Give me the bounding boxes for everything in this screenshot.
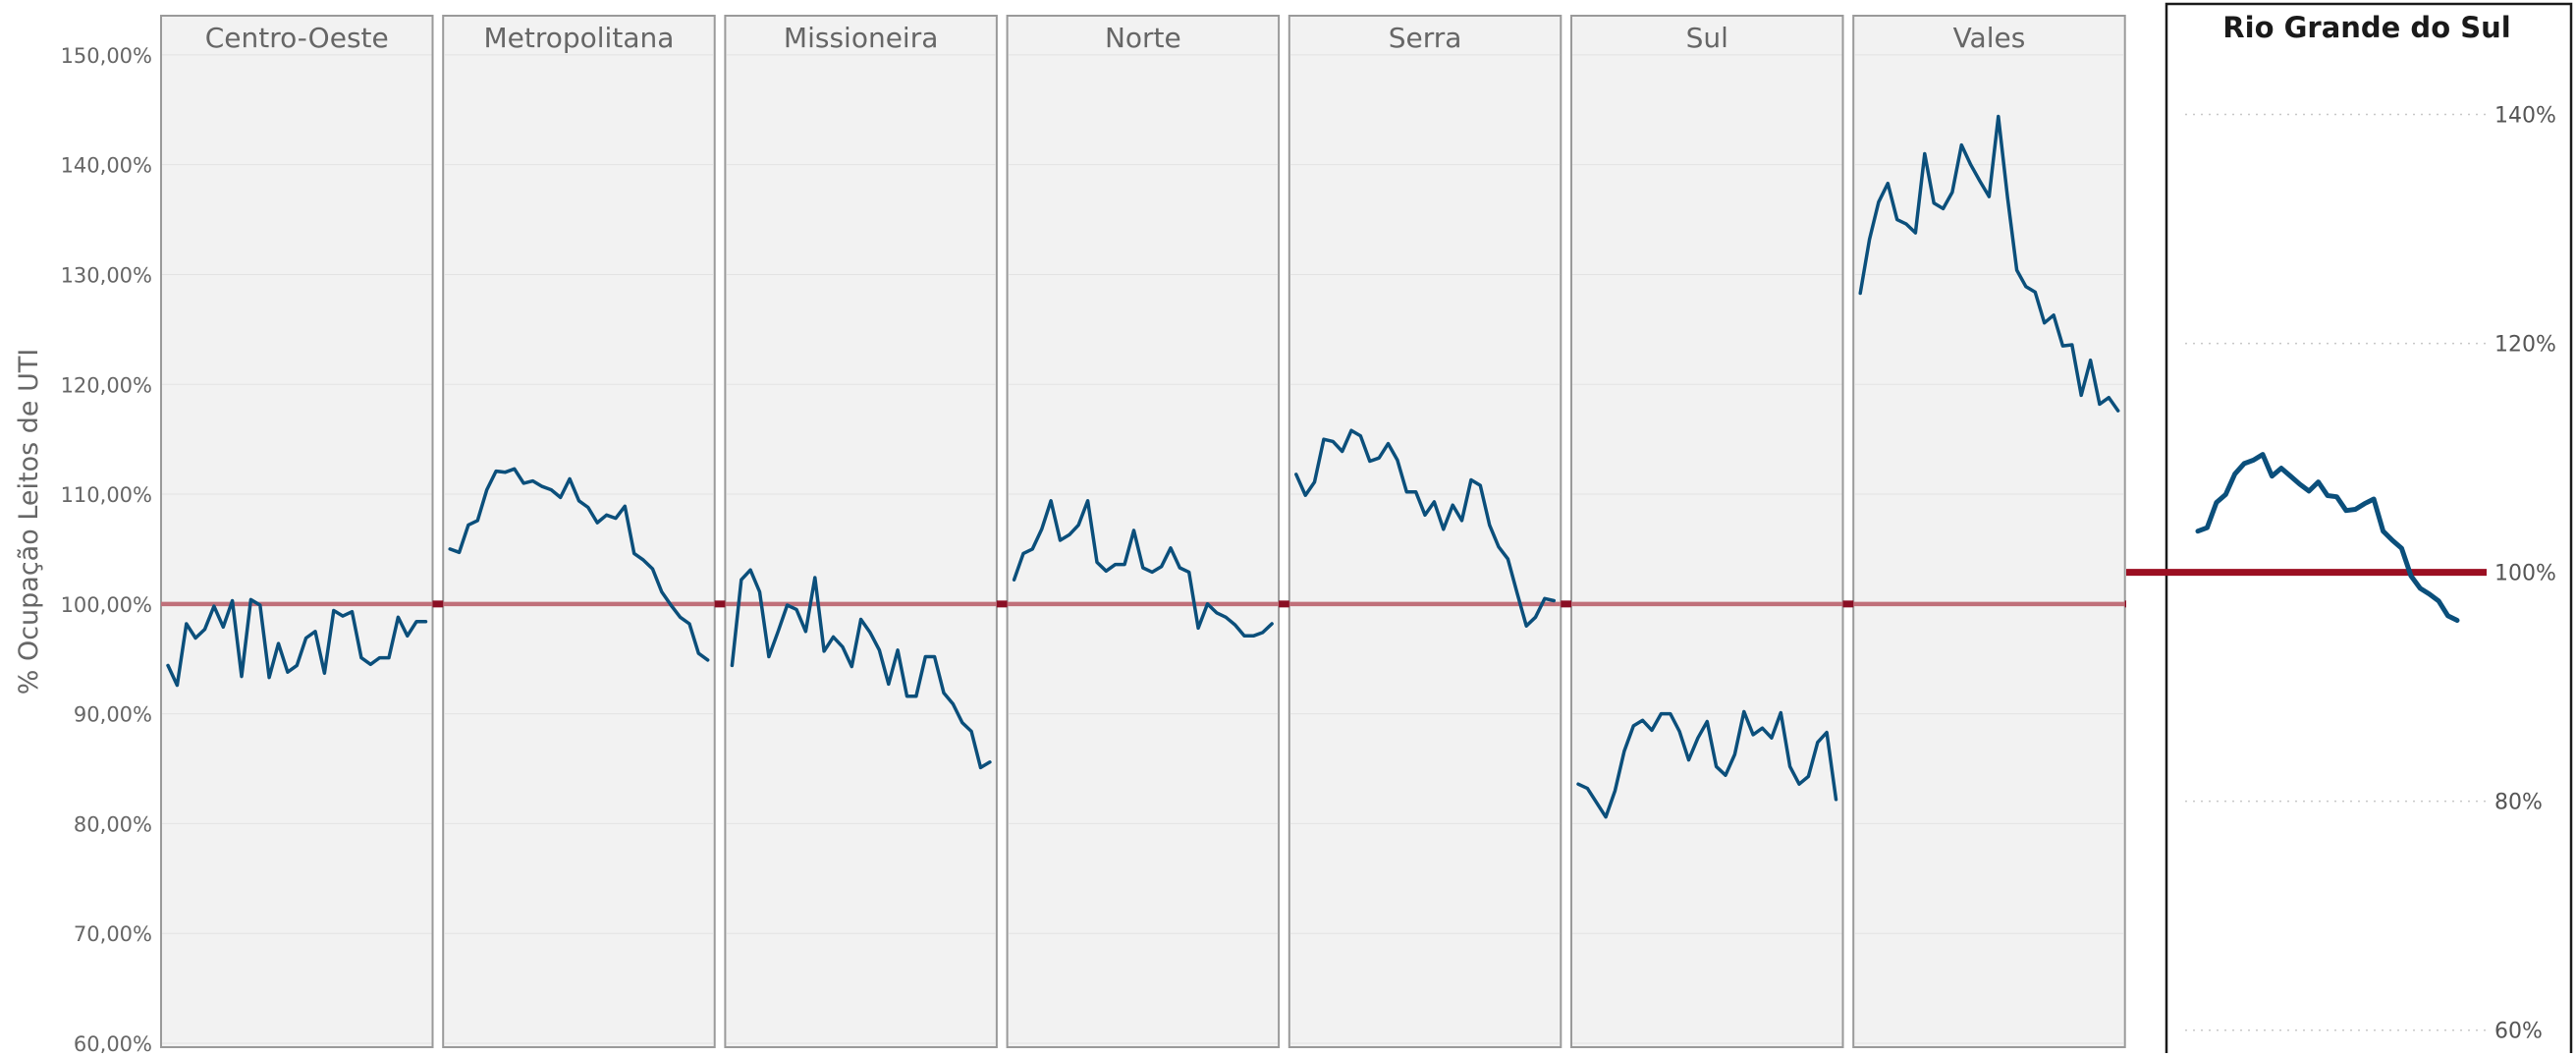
panel-5-background bbox=[1571, 16, 1843, 1047]
y-tick-label: 140,00% bbox=[61, 154, 152, 178]
panel-title: Serra bbox=[1389, 22, 1462, 54]
y-tick-label: 100,00% bbox=[61, 593, 152, 617]
panel-title: Missioneira bbox=[784, 22, 938, 54]
y-axis-title: % Ocupação Leitos de UTI bbox=[14, 349, 44, 695]
state-chart-title: Rio Grande do Sul bbox=[2222, 11, 2510, 44]
y-tick-label: 80,00% bbox=[74, 812, 152, 836]
y-tick-label: 150,00% bbox=[61, 44, 152, 68]
regional-small-multiples-chart: % Ocupação Leitos de UTI 60,00% 70,00% 80,0… bbox=[14, 16, 2126, 1053]
y-tick-label: 120,00% bbox=[61, 373, 152, 397]
y-tick-label: 90,00% bbox=[74, 703, 152, 727]
panel-4-background bbox=[1289, 16, 1562, 1047]
panel-0-background bbox=[161, 16, 433, 1047]
y-tick-label: 100% bbox=[2494, 562, 2556, 586]
panel-1-background bbox=[443, 16, 715, 1047]
y-tick-label: 110,00% bbox=[61, 483, 152, 507]
panel-title: Vales bbox=[1953, 22, 2026, 54]
y-tick-label: 140% bbox=[2494, 104, 2556, 129]
y-tick-label: 130,00% bbox=[61, 263, 152, 287]
panel-3-background bbox=[1008, 16, 1280, 1047]
y-tick-label: 120% bbox=[2494, 333, 2556, 358]
y-tick-label: 70,00% bbox=[74, 922, 152, 946]
panel-title: Metropolitana bbox=[483, 22, 674, 54]
y-tick-label: 80% bbox=[2494, 791, 2543, 815]
state-total-chart: Rio Grande do Sul 60% 80% 100% 120% 140% bbox=[2126, 4, 2571, 1053]
y-tick-label: 60,00% bbox=[74, 1032, 152, 1053]
panel-2-background bbox=[725, 16, 997, 1047]
panel-6-background bbox=[1853, 16, 2125, 1047]
state-panel-frame bbox=[2166, 4, 2571, 1053]
y-tick-label: 60% bbox=[2494, 1020, 2543, 1044]
panel-title: Sul bbox=[1686, 22, 1728, 54]
panel-title: Centro-Oeste bbox=[205, 22, 389, 54]
panel-title: Norte bbox=[1105, 22, 1181, 54]
